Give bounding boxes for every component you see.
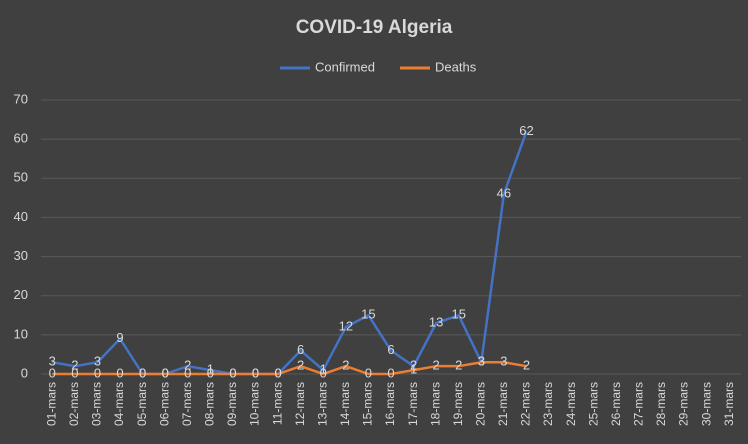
legend-label: Confirmed (315, 59, 375, 74)
x-tick-label: 14-mars (338, 382, 352, 426)
data-label: 15 (361, 307, 375, 322)
y-tick-label: 50 (14, 170, 28, 185)
data-label: 0 (207, 365, 214, 380)
x-tick-label: 12-mars (293, 382, 307, 426)
data-label: 0 (387, 365, 394, 380)
x-tick-label: 09-mars (225, 382, 239, 426)
y-tick-label: 10 (14, 326, 28, 341)
data-label: 2 (184, 358, 191, 373)
data-label: 0 (320, 365, 327, 380)
x-tick-label: 10-mars (248, 382, 262, 426)
data-label: 0 (252, 365, 259, 380)
data-label: 2 (342, 358, 349, 373)
legend-label: Deaths (435, 59, 477, 74)
x-tick-label: 27-mars (632, 382, 646, 426)
data-label: 2 (297, 358, 304, 373)
data-label: 3 (478, 354, 485, 369)
y-tick-label: 60 (14, 131, 28, 146)
data-label: 1 (207, 362, 214, 377)
data-label: 12 (339, 318, 353, 333)
data-label: 0 (252, 365, 259, 380)
y-tick-label: 0 (21, 365, 28, 380)
x-tick-label: 22-mars (519, 382, 533, 426)
data-label: 0 (139, 365, 146, 380)
x-tick-label: 30-mars (699, 382, 713, 426)
x-tick-label: 07-mars (180, 382, 194, 426)
x-tick-label: 21-mars (496, 382, 510, 426)
x-tick-label: 02-mars (67, 382, 81, 426)
data-label: 0 (274, 365, 281, 380)
data-label: 13 (429, 315, 443, 330)
x-tick-label: 06-mars (157, 382, 171, 426)
x-tick-label: 08-mars (203, 382, 217, 426)
data-label: 2 (410, 358, 417, 373)
x-tick-label: 18-mars (428, 382, 442, 426)
data-label: 46 (497, 185, 511, 200)
x-tick-label: 05-mars (135, 382, 149, 426)
x-tick-label: 29-mars (677, 382, 691, 426)
x-tick-label: 31-mars (722, 382, 736, 426)
data-label: 15 (452, 307, 466, 322)
x-tick-label: 23-mars (541, 382, 555, 426)
x-tick-label: 26-mars (609, 382, 623, 426)
x-tick-label: 28-mars (654, 382, 668, 426)
data-label: 2 (71, 358, 78, 373)
data-label: 0 (116, 365, 123, 380)
data-label: 0 (162, 365, 169, 380)
x-tick-label: 16-mars (383, 382, 397, 426)
data-label: 0 (49, 365, 56, 380)
x-tick-label: 13-mars (315, 382, 329, 426)
x-tick-label: 04-mars (112, 382, 126, 426)
y-tick-label: 30 (14, 248, 28, 263)
series-line (52, 130, 528, 376)
data-label: 2 (523, 358, 530, 373)
data-label: 6 (297, 342, 304, 357)
data-label: 1 (320, 362, 327, 377)
data-label: 3 (478, 354, 485, 369)
y-tick-label: 20 (14, 287, 28, 302)
data-label: 0 (365, 365, 372, 380)
data-label: 0 (184, 365, 191, 380)
data-label: 2 (433, 358, 440, 373)
data-label: 2 (455, 358, 462, 373)
x-tick-label: 19-mars (451, 382, 465, 426)
x-tick-label: 25-mars (586, 382, 600, 426)
x-tick-label: 11-mars (270, 382, 284, 425)
data-label: 0 (139, 365, 146, 380)
y-tick-label: 40 (14, 209, 28, 224)
data-label: 3 (500, 354, 507, 369)
x-tick-label: 01-mars (44, 382, 58, 426)
series-line (52, 361, 527, 376)
data-label: 0 (94, 365, 101, 380)
data-label: 0 (229, 365, 236, 380)
data-label: 0 (162, 365, 169, 380)
data-label: 3 (49, 354, 56, 369)
x-tick-label: 15-mars (361, 382, 375, 426)
data-label: 9 (116, 330, 123, 345)
data-label: 3 (94, 354, 101, 369)
data-label: 0 (71, 365, 78, 380)
data-label: 0 (274, 365, 281, 380)
x-tick-label: 17-mars (406, 382, 420, 426)
x-tick-label: 20-mars (473, 382, 487, 426)
y-tick-label: 70 (14, 91, 28, 106)
x-tick-label: 24-mars (564, 382, 578, 426)
data-label: 0 (229, 365, 236, 380)
data-label: 1 (410, 362, 417, 377)
data-label: 62 (519, 123, 533, 138)
data-label: 6 (387, 342, 394, 357)
chart-title: COVID-19 Algeria (296, 17, 453, 38)
x-tick-label: 03-mars (90, 382, 104, 426)
